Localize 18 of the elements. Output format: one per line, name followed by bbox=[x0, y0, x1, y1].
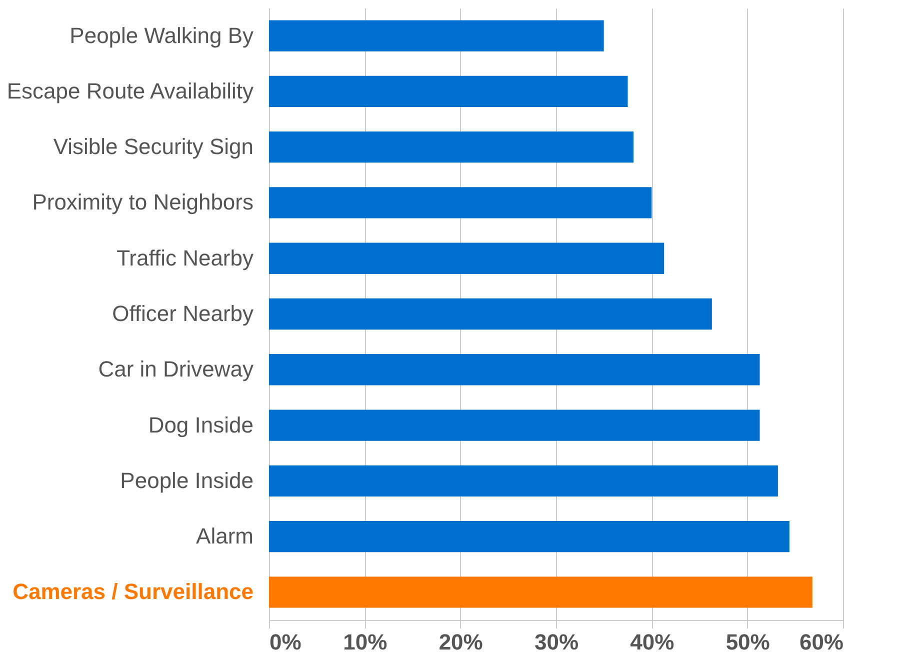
x-tick-label: 20% bbox=[438, 630, 483, 654]
y-tick-label: People Walking By bbox=[70, 22, 254, 48]
x-tick-label: 0% bbox=[270, 630, 302, 654]
y-tick-label: Cameras / Surveillance bbox=[12, 579, 254, 604]
y-tick-label: Escape Route Availability bbox=[6, 78, 254, 104]
y-tick-label: Visible Security Sign bbox=[53, 134, 254, 160]
y-tick-label: Car in Driveway bbox=[98, 356, 254, 382]
x-tick-label: 60% bbox=[799, 630, 844, 654]
y-tick-label: Proximity to Neighbors bbox=[32, 190, 254, 215]
x-tick-label: 30% bbox=[534, 630, 579, 654]
y-tick-label: Dog Inside bbox=[148, 412, 254, 438]
x-tick-label: 10% bbox=[343, 630, 388, 654]
y-tick-label: Traffic Nearby bbox=[116, 245, 254, 270]
x-tick-label: 40% bbox=[630, 630, 674, 654]
x-tick-label: 50% bbox=[726, 630, 770, 654]
y-tick-label: Alarm bbox=[196, 524, 254, 549]
y-tick-label: Officer Nearby bbox=[112, 301, 254, 326]
y-tick-label: People Inside bbox=[120, 468, 254, 493]
